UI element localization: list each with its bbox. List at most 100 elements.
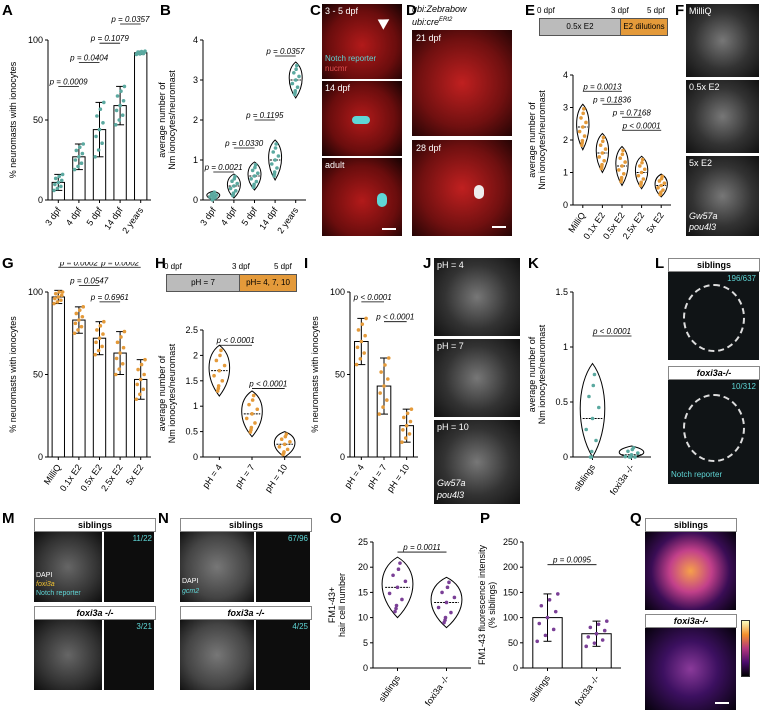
- data-point: [59, 184, 63, 189]
- data-point: [401, 427, 405, 432]
- chart-b: 0 1 2 3 4 average number of Nm ionocytes/neuro…: [157, 35, 306, 235]
- label-o: O: [330, 510, 342, 527]
- data-point: [115, 94, 120, 98]
- data-point: [136, 367, 140, 372]
- data-point: [640, 160, 644, 165]
- data-point: [285, 447, 290, 452]
- j-label-2: pH = 7: [437, 341, 464, 351]
- micrograph-q-1: [645, 532, 736, 610]
- micrograph-d-1: 21 dpf: [412, 30, 512, 136]
- x-tick-label: foxi3a -/-: [573, 673, 601, 707]
- data-point: [408, 419, 413, 424]
- x-tick-label: 3 dpf: [198, 205, 218, 228]
- data-point: [113, 372, 118, 377]
- data-point: [378, 391, 382, 395]
- micrograph-f-2: 0.5x E2: [686, 80, 759, 153]
- arrowhead-icon: [374, 14, 390, 30]
- label-i: I: [304, 255, 309, 272]
- p-value-label: p < 0.0001: [592, 327, 631, 336]
- data-point: [592, 641, 597, 645]
- data-point: [660, 174, 664, 179]
- scale-bar: [382, 228, 396, 230]
- data-point: [217, 368, 222, 373]
- data-point: [118, 103, 122, 108]
- c-label-reporter: Notch reporter: [325, 54, 377, 63]
- data-point: [117, 118, 122, 122]
- data-point: [72, 331, 77, 336]
- x-tick-label: foxi3a -/-: [423, 673, 451, 707]
- data-point: [135, 382, 140, 387]
- y-tick-label: 100: [28, 35, 43, 45]
- y-axis-label: % neuromasts with ionocytes: [310, 316, 320, 433]
- data-point: [100, 344, 104, 349]
- y-tick-label: 50: [508, 638, 518, 648]
- x-tick-label: pH = 4: [342, 462, 366, 490]
- d-label-2: 28 dpf: [416, 143, 442, 153]
- data-point: [640, 157, 645, 162]
- violin: [579, 362, 606, 458]
- micrograph-n-1-zoom: 67/96: [256, 532, 310, 602]
- label-j: J: [423, 255, 432, 272]
- l-header-foxi3a: foxi3a-/-: [668, 366, 760, 380]
- micrograph-m-2: [34, 620, 102, 690]
- data-point: [598, 143, 603, 147]
- q-header-foxi3a: foxi3a-/-: [645, 614, 737, 628]
- data-point: [94, 134, 98, 139]
- timeline-h-t0: 0 dpf: [164, 262, 182, 271]
- data-point: [394, 603, 399, 608]
- data-point: [60, 290, 65, 294]
- f-label-3: 5x E2: [689, 158, 713, 168]
- y-tick-label: 20: [358, 562, 368, 572]
- data-point: [398, 561, 402, 565]
- data-point: [407, 432, 412, 436]
- label-k: K: [528, 255, 539, 272]
- timeline-e-seg1: 0.5x E2: [539, 18, 621, 36]
- y-tick-label: 50: [33, 115, 43, 125]
- m-count-1: 11/22: [132, 534, 152, 543]
- x-tick-label: siblings: [527, 673, 553, 704]
- y-tick-label: 1.5: [185, 376, 198, 386]
- data-point: [55, 300, 60, 304]
- y-tick-label: 3: [563, 103, 568, 113]
- label-n: N: [158, 510, 169, 527]
- data-point: [76, 164, 80, 169]
- data-point: [55, 186, 60, 191]
- data-point: [582, 134, 587, 138]
- micrograph-f-3: 5x E2 Gw57a pou4l3: [686, 156, 759, 236]
- data-point: [403, 436, 408, 440]
- timeline-e-seg2: E2 dilutions: [620, 18, 668, 36]
- data-point: [639, 182, 643, 186]
- data-point: [271, 150, 276, 154]
- micrograph-d-2: 28 dpf: [412, 140, 512, 236]
- data-point: [281, 451, 286, 455]
- p-value-label: p = 0.0013: [582, 82, 622, 91]
- dashed-outline: [683, 284, 745, 352]
- x-tick-label: 5x E2: [124, 462, 145, 487]
- data-point: [282, 442, 287, 447]
- data-point: [276, 154, 281, 158]
- data-point: [272, 172, 277, 176]
- p-value-label: p = 0.0011: [402, 543, 440, 552]
- data-point: [284, 432, 289, 436]
- y-tick-label: 1: [563, 168, 568, 178]
- p-value-label: p < 0.0001: [216, 336, 255, 345]
- data-point: [143, 357, 147, 362]
- data-point: [95, 328, 99, 332]
- data-point: [661, 188, 665, 192]
- chart-p: 0 50 100 150 200 250 FM1-43 fluorescence inten…: [477, 537, 621, 708]
- m-legend-1: DAPI: [36, 572, 53, 579]
- data-point: [590, 416, 595, 421]
- data-point: [362, 351, 366, 355]
- data-point: [543, 633, 548, 638]
- micrograph-j-3: pH = 10 Gw57a pou4l3: [434, 420, 520, 504]
- data-point: [403, 579, 408, 584]
- data-point: [539, 603, 544, 608]
- data-point: [220, 379, 225, 383]
- data-point: [591, 383, 596, 388]
- data-point: [233, 189, 238, 193]
- data-point: [98, 324, 103, 328]
- y-tick-label: 4: [193, 35, 198, 45]
- y-tick-label: 0: [193, 452, 198, 462]
- y-tick-label: 15: [358, 587, 368, 597]
